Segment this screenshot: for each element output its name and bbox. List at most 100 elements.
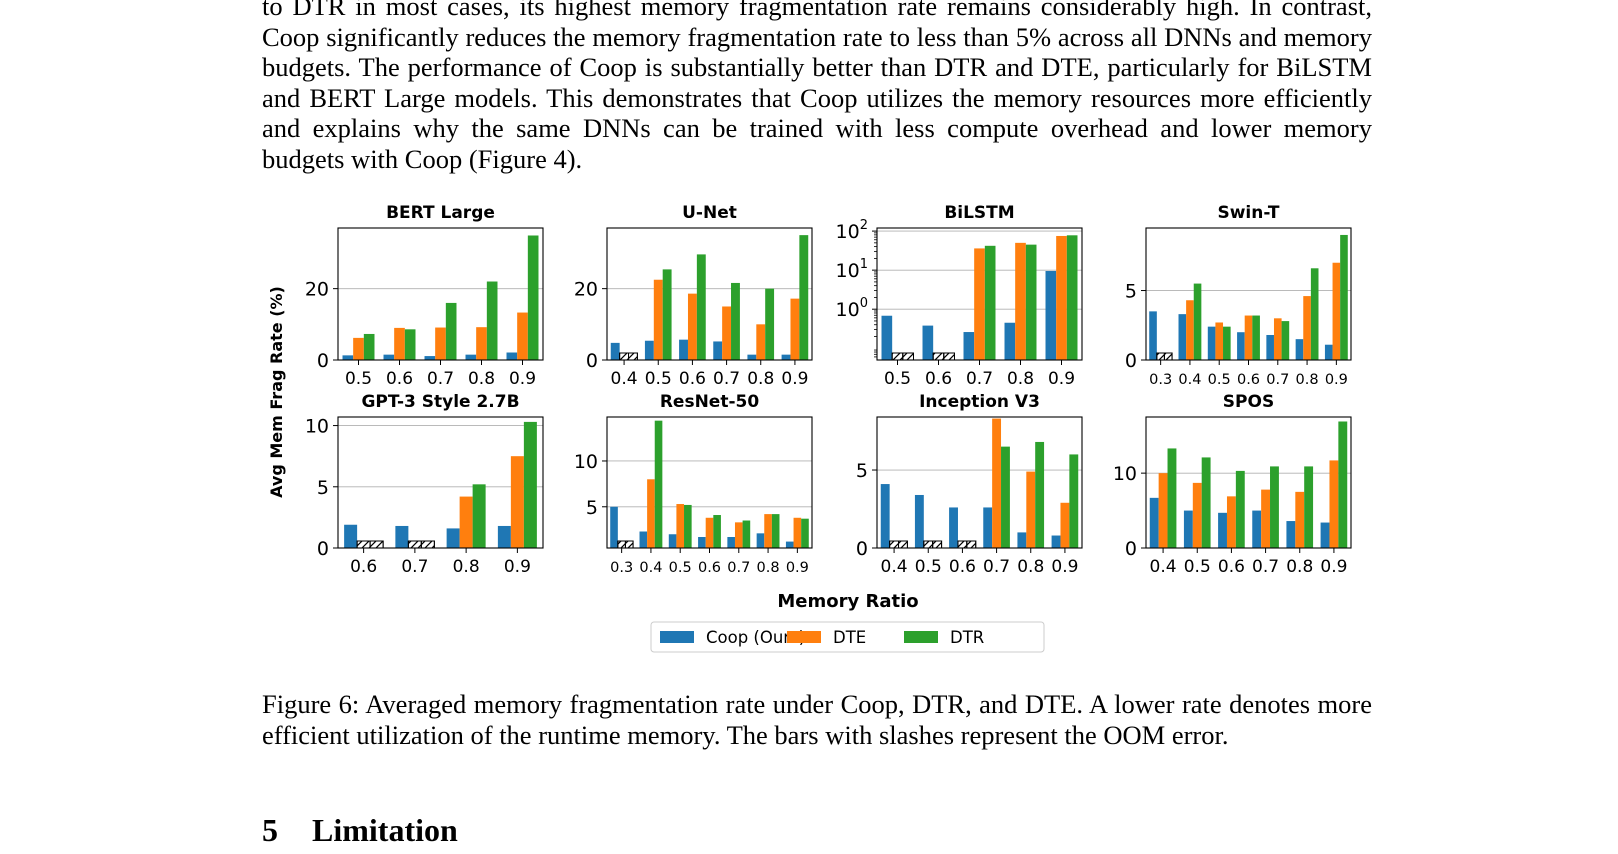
chart-title: BiLSTM	[944, 203, 1014, 223]
chart-title: GPT-3 Style 2.7B	[361, 392, 519, 412]
x-tick-label: 0.7	[727, 560, 750, 576]
plot-frame	[1145, 416, 1352, 549]
x-tick-label: 0.4	[639, 560, 662, 576]
bar-oom-hatch	[617, 540, 626, 549]
bar-coop-ours	[1149, 497, 1159, 548]
x-tick-label: 0.4	[1178, 372, 1201, 388]
x-tick-label: 0.9	[1051, 557, 1078, 577]
bar-dte	[1056, 235, 1067, 360]
bar-coop-ours	[713, 341, 723, 360]
x-tick-label: 0.9	[1325, 372, 1348, 388]
bar-dtr	[523, 421, 537, 548]
bar-coop-ours	[880, 484, 890, 548]
y-tick-label: 20	[574, 279, 598, 301]
bar-oom-hatch	[420, 540, 435, 549]
bar-coop-ours	[1149, 311, 1157, 360]
bar-dtr	[404, 329, 416, 360]
bar-coop-ours	[747, 354, 757, 360]
chart-u-net: 0 20 0.4 0.5 0.6 0.7 0.8 0.9 U-Net	[574, 203, 813, 389]
bar-coop-ours	[781, 354, 791, 360]
bar-dtr	[731, 282, 740, 360]
bar-dtr	[801, 518, 809, 548]
bar-coop-ours	[344, 524, 358, 548]
bar-coop-ours	[1045, 271, 1057, 360]
chart-resnet-50: 5 10 0.3 0.4 0.5 0.6 0.7 0.8 0.9 ResNet-50	[574, 392, 813, 576]
y-tick-label: 10	[574, 451, 598, 473]
y-tick-label: 5	[317, 477, 329, 499]
chart-title: ResNet-50	[660, 392, 760, 412]
bar-coop-ours	[785, 541, 794, 548]
bar-dtr	[1201, 457, 1211, 548]
x-tick-label: 0.5	[645, 369, 672, 389]
bar-dte	[764, 514, 772, 548]
bar-oom-hatch	[932, 352, 945, 361]
bar-dtr	[713, 515, 721, 548]
x-tick-label: 0.7	[401, 557, 428, 577]
y-tick-label: 0	[1125, 538, 1137, 560]
bar-coop-ours	[922, 325, 934, 360]
bar-coop-ours	[756, 533, 765, 548]
chart-title: U-Net	[682, 203, 737, 223]
shared-y-axis-label: Avg Mem Frag Rate (%)	[267, 286, 286, 498]
bar-oom-hatch	[628, 352, 638, 361]
bar-oom-hatch	[932, 540, 943, 549]
x-tick-label: 0.8	[1017, 557, 1044, 577]
x-tick-label: 0.4	[1150, 557, 1177, 577]
bar-coop-ours	[1207, 326, 1216, 360]
bar-dtr	[1252, 315, 1260, 360]
bar-coop-ours	[1324, 344, 1333, 360]
plot-frame	[876, 416, 1083, 549]
plot-frame	[606, 227, 813, 361]
bar-coop-ours	[644, 340, 654, 360]
x-tick-label: 0.6	[350, 557, 377, 577]
x-tick-label: 0.5	[1184, 557, 1211, 577]
bar-oom-hatch	[923, 540, 934, 549]
y-tick-label: 0	[856, 538, 868, 560]
y-tick-label: 0	[317, 538, 329, 560]
x-tick-label: 0.8	[453, 557, 480, 577]
bar-dtr	[799, 235, 809, 360]
x-tick-label: 0.7	[1266, 372, 1289, 388]
bar-dtr	[1193, 283, 1202, 360]
bar-dte	[1329, 460, 1339, 548]
bar-dte	[1226, 496, 1236, 548]
bar-dte	[722, 306, 732, 360]
bar-dtr	[1340, 234, 1348, 360]
bar-dtr	[1223, 326, 1231, 360]
bar-dte	[476, 327, 487, 360]
section-title: Limitation	[312, 812, 458, 848]
bar-dtr	[1069, 454, 1079, 548]
x-tick-label: 0.6	[386, 369, 413, 389]
bar-dte	[1186, 300, 1194, 360]
bar-coop-ours	[610, 506, 618, 548]
x-tick-label: 0.7	[713, 369, 740, 389]
bar-dtr	[1304, 466, 1314, 548]
bar-coop-ours	[342, 355, 354, 360]
x-tick-label: 0.7	[427, 369, 454, 389]
bar-dte	[1026, 471, 1036, 548]
bar-dte	[1192, 482, 1202, 548]
bar-dte	[1158, 473, 1168, 548]
bar-coop-ours	[679, 339, 688, 360]
section-heading: 5 Limitation	[262, 812, 458, 849]
y-tick-label: 10	[1113, 463, 1137, 485]
x-tick-label: 0.9	[786, 560, 809, 576]
bar-oom-hatch	[369, 540, 384, 549]
chart-bilstm: 100 101 102 0.5 0.6 0.7 0.8 0.9 BiLSTM	[836, 203, 1083, 389]
bar-dtr	[1035, 441, 1045, 548]
legend-label-coop-ours: Coop (Ours)	[706, 628, 805, 647]
x-tick-label: 0.9	[1320, 557, 1347, 577]
bar-dtr	[472, 484, 486, 548]
x-tick-label: 0.5	[345, 369, 372, 389]
x-tick-label: 0.9	[781, 369, 808, 389]
bar-coop-ours	[1286, 521, 1296, 548]
bar-dte	[510, 456, 524, 548]
chart-inception-v3: 0 5 0.4 0.5 0.6 0.7 0.8 0.9 Inception V3	[856, 392, 1083, 577]
bar-dte	[1261, 489, 1271, 548]
bar-dte	[1332, 262, 1341, 360]
bar-coop-ours	[668, 534, 677, 548]
legend-label-dtr: DTR	[950, 628, 984, 647]
panel-grid: 0 20 0.5 0.6 0.7 0.8 0.9 BERT Large 0 20 0.4 0.5 0.6…	[305, 203, 1352, 577]
bar-coop-ours	[1320, 522, 1330, 548]
x-tick-label: 0.4	[611, 369, 638, 389]
